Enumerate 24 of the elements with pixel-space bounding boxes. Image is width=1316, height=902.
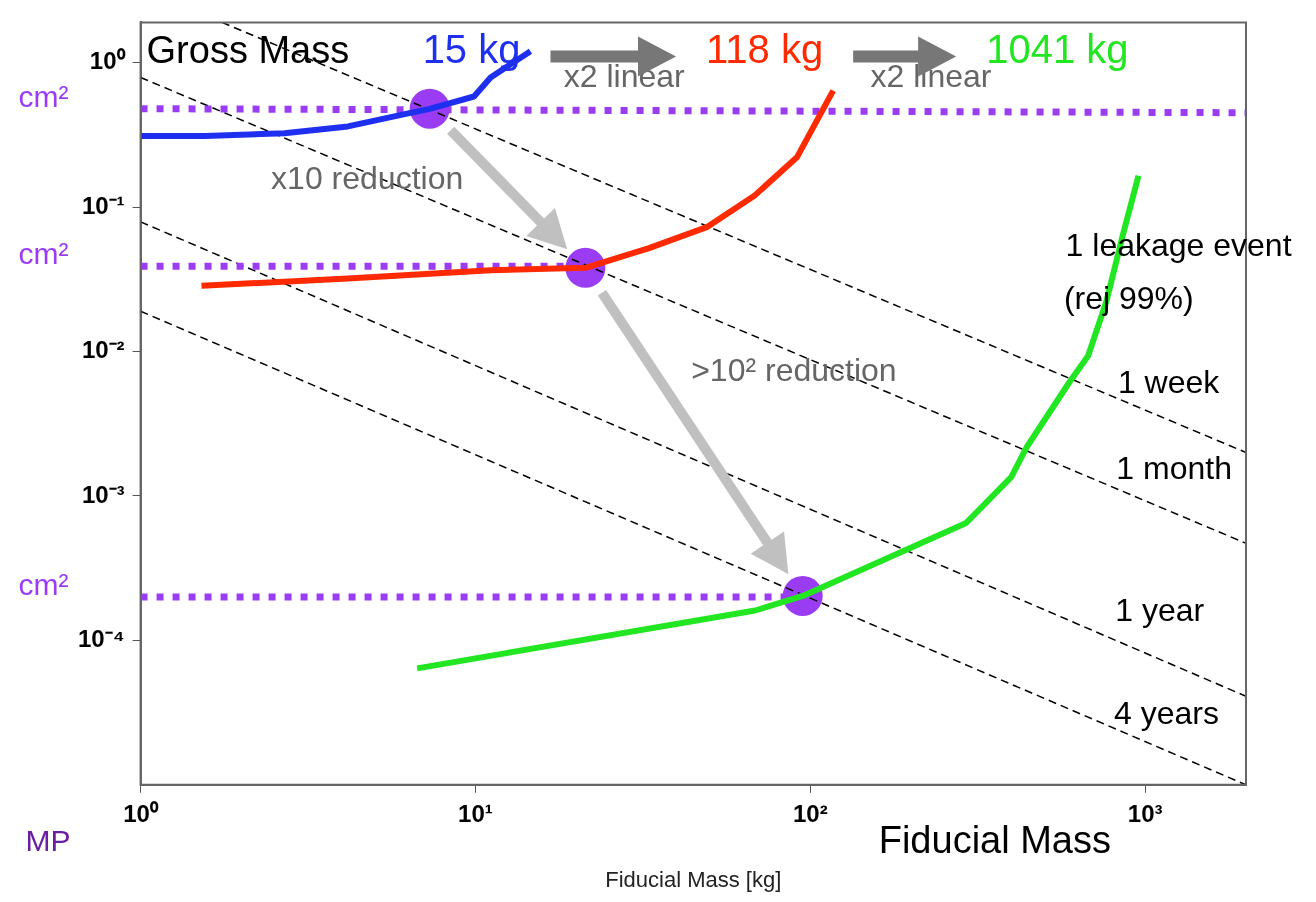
text: cm² bbox=[18, 79, 69, 113]
annotation: x2 linear bbox=[563, 58, 686, 95]
y-tick-label: 10⁻³ bbox=[81, 480, 125, 508]
annotation: Gross Mass bbox=[146, 28, 350, 71]
y-tick-label: 10⁻² bbox=[81, 336, 125, 364]
text: cm² bbox=[18, 237, 69, 271]
annotation: 4 years bbox=[1113, 695, 1219, 732]
x-axis-title: Fiducial Mass [kg] bbox=[605, 866, 782, 892]
text: Fiducial Mass bbox=[878, 819, 1111, 862]
annotation: x10 reduction bbox=[271, 160, 464, 197]
annotation: >10² reduction bbox=[691, 352, 897, 389]
annotation: 1 month bbox=[1116, 449, 1232, 486]
annotation: 1 week bbox=[1117, 364, 1221, 401]
x-tick-label: 10² bbox=[792, 799, 828, 827]
y-tick-label: 10⁻¹ bbox=[81, 191, 125, 219]
x-tick-label: 10⁰ bbox=[123, 799, 159, 827]
y-tick-label: 10⁰ bbox=[89, 47, 126, 75]
annotation: 1 year bbox=[1115, 591, 1205, 628]
text: MP bbox=[25, 824, 71, 858]
x-tick-label: 10³ bbox=[1127, 799, 1163, 827]
y-tick-label: 10⁻⁴ bbox=[77, 625, 125, 652]
series-label: 118 kg bbox=[706, 27, 824, 72]
text: cm² bbox=[18, 568, 69, 602]
x-tick-label: 10¹ bbox=[458, 799, 493, 827]
